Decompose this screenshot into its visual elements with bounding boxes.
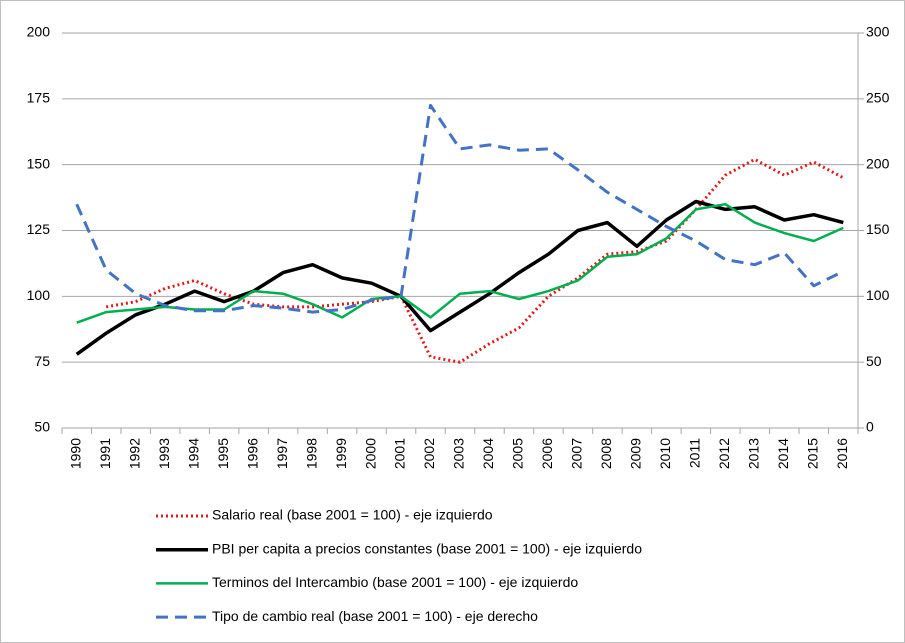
legend-label: PBI per capita a precios constantes (bas… xyxy=(212,540,642,556)
series-line xyxy=(105,157,845,364)
x-tick-label: 2001 xyxy=(392,438,408,469)
x-tick-label: 2012 xyxy=(716,438,732,469)
x-tick-label: 1999 xyxy=(333,438,349,469)
legend-label: Salario real (base 2001 = 100) - eje izq… xyxy=(212,507,493,523)
x-tick-label: 1997 xyxy=(274,438,290,469)
x-tick-label: 1991 xyxy=(97,438,113,469)
y2-tick-label: 250 xyxy=(866,90,890,106)
x-tick-label: 2016 xyxy=(834,438,850,469)
y2-tick-label: 150 xyxy=(866,221,890,237)
y-tick-label: 200 xyxy=(27,24,51,40)
x-tick-label: 2013 xyxy=(746,438,762,469)
x-tick-label: 2011 xyxy=(687,438,703,468)
y-tick-label: 100 xyxy=(27,287,51,303)
y2-tick-label: 300 xyxy=(866,24,890,40)
y2-tick-label: 200 xyxy=(866,155,890,171)
y2-tick-label: 100 xyxy=(866,287,890,303)
x-tick-label: 1990 xyxy=(67,438,83,469)
x-tick-label: 2000 xyxy=(362,438,378,469)
x-tick-label: 2007 xyxy=(569,438,585,469)
y-tick-label: 75 xyxy=(34,353,50,369)
x-tick-label: 2004 xyxy=(480,438,496,469)
x-tick-label: 2003 xyxy=(451,438,467,469)
legend-label: Tipo de cambio real (base 2001 = 100) - … xyxy=(212,608,538,624)
x-tick-label: 2005 xyxy=(510,438,526,469)
x-tick-label: 2014 xyxy=(775,438,791,469)
x-tick-label: 2008 xyxy=(598,438,614,469)
x-tick-label: 1998 xyxy=(303,438,319,469)
y2-tick-label: 0 xyxy=(866,419,874,435)
x-tick-label: 2006 xyxy=(539,438,555,469)
x-tick-label: 1995 xyxy=(215,438,231,469)
y-tick-label: 50 xyxy=(34,419,50,435)
legend-label: Terminos del Intercambio (base 2001 = 10… xyxy=(212,574,578,590)
x-tick-label: 2010 xyxy=(657,438,673,469)
y-tick-label: 175 xyxy=(27,90,51,106)
x-tick-label: 1994 xyxy=(185,438,201,469)
series-line xyxy=(75,103,844,314)
x-tick-label: 2015 xyxy=(804,438,820,469)
x-tick-label: 2009 xyxy=(628,438,644,469)
x-tick-label: 1993 xyxy=(156,438,172,469)
x-tick-label: 2002 xyxy=(421,438,437,469)
y-tick-label: 150 xyxy=(27,155,51,171)
x-tick-label: 1996 xyxy=(244,438,260,469)
y-tick-label: 125 xyxy=(27,221,51,237)
x-tick-label: 1992 xyxy=(126,438,142,469)
y2-tick-label: 50 xyxy=(866,353,882,369)
